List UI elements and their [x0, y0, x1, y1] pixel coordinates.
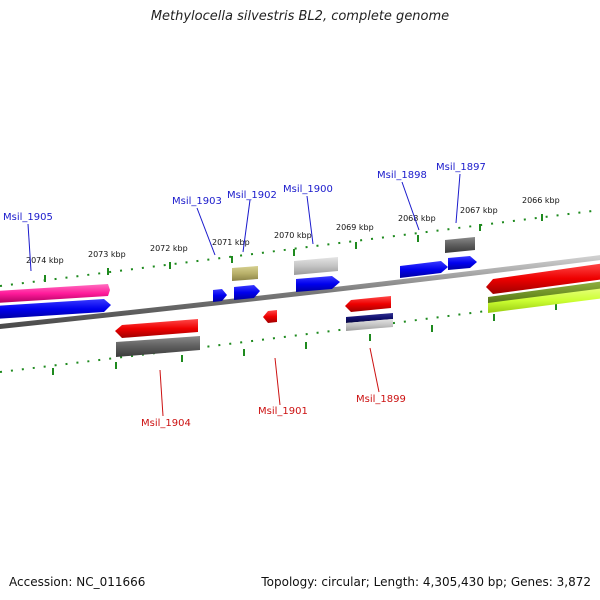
- forward-gene-labels: Msil_1905 Msil_1903 Msil_1902 Msil_1900 …: [3, 162, 486, 223]
- scale-label-2073: 2073 kbp: [88, 250, 126, 259]
- gene-red-right[interactable]: [486, 263, 600, 294]
- gene-dark-gray-forward[interactable]: [445, 237, 475, 253]
- map-title: Methylocella silvestris BL2, complete ge…: [150, 9, 450, 24]
- label-msil-1902: Msil_1902: [227, 190, 277, 201]
- label-msil-1897: Msil_1897: [436, 162, 486, 173]
- leader-lines: [27, 173, 461, 417]
- scale-label-2066: 2066 kbp: [522, 196, 560, 205]
- gene-msil-1898[interactable]: [400, 261, 448, 278]
- gene-pink-forward[interactable]: [0, 284, 110, 303]
- scale-label-2069: 2069 kbp: [336, 223, 374, 232]
- gene-light-gray[interactable]: [294, 257, 338, 275]
- reverse-strand-genes: [115, 263, 600, 357]
- scale-label-2072: 2072 kbp: [150, 244, 188, 253]
- label-msil-1900: Msil_1900: [283, 184, 333, 195]
- reverse-gene-labels: Msil_1904 Msil_1901 Msil_1899: [141, 394, 406, 429]
- gene-msil-1899[interactable]: [345, 296, 391, 312]
- gene-navy[interactable]: [346, 313, 393, 323]
- gene-khaki[interactable]: [232, 266, 258, 281]
- label-msil-1898: Msil_1898: [377, 170, 427, 181]
- scale-label-2074: 2074 kbp: [26, 256, 64, 265]
- gene-lime-right[interactable]: [488, 288, 600, 313]
- label-msil-1905: Msil_1905: [3, 212, 53, 223]
- accession-label: Accession: NC_011666: [9, 575, 146, 589]
- scale-label-2071: 2071 kbp: [212, 238, 250, 247]
- gene-gray-under-navy[interactable]: [346, 319, 393, 331]
- scale-label-2067: 2067 kbp: [460, 206, 498, 215]
- gene-msil-1900[interactable]: [296, 276, 340, 292]
- inner-major-ticks: [52, 303, 557, 375]
- label-msil-1903: Msil_1903: [172, 196, 222, 207]
- scale-label-2068: 2068 kbp: [398, 214, 436, 223]
- gene-msil-1901[interactable]: [263, 310, 277, 323]
- label-msil-1904: Msil_1904: [141, 418, 191, 429]
- outer-major-ticks: [44, 214, 543, 282]
- scale-label-2070: 2070 kbp: [274, 231, 312, 240]
- gene-msil-1905[interactable]: [0, 299, 111, 319]
- gene-msil-1902[interactable]: [234, 285, 260, 300]
- genome-backbone: [0, 255, 600, 329]
- gene-msil-1897[interactable]: [448, 256, 477, 270]
- genome-summary: Topology: circular; Length: 4,305,430 bp…: [261, 575, 591, 589]
- gene-msil-1903[interactable]: [213, 289, 227, 302]
- gene-msil-1904[interactable]: [115, 319, 198, 338]
- label-msil-1899: Msil_1899: [356, 394, 406, 405]
- forward-strand-genes: [0, 237, 477, 319]
- outer-scale-ring: [0, 209, 600, 287]
- gene-dark-gray-reverse[interactable]: [116, 336, 200, 357]
- scale-labels: 2074 kbp 2073 kbp 2072 kbp 2071 kbp 2070…: [26, 196, 560, 265]
- label-msil-1901: Msil_1901: [258, 406, 308, 417]
